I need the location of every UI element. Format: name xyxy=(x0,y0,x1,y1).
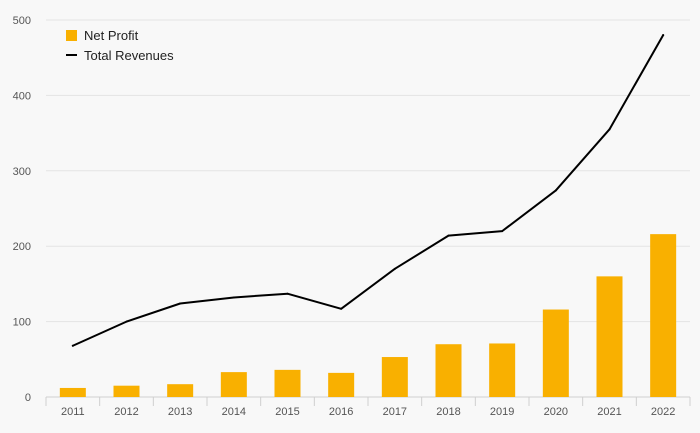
x-tick-label: 2012 xyxy=(114,406,138,418)
x-tick-label: 2019 xyxy=(490,406,514,418)
gridlines xyxy=(46,19,690,398)
line-point-total-revenues xyxy=(179,302,182,305)
line-point-total-revenues xyxy=(554,189,557,192)
bar-net-profit xyxy=(113,385,140,397)
line-point-total-revenues xyxy=(393,267,396,270)
x-tick-label: 2014 xyxy=(222,406,246,418)
bar-net-profit xyxy=(650,234,677,397)
bar-net-profit xyxy=(59,387,86,397)
legend: Net Profit Total Revenues xyxy=(66,28,174,63)
line-series xyxy=(71,34,665,347)
bar-net-profit xyxy=(328,372,355,397)
y-tick-label: 400 xyxy=(13,90,31,102)
x-tick-label: 2021 xyxy=(597,406,621,418)
x-tick-label: 2011 xyxy=(61,406,85,418)
line-point-total-revenues xyxy=(71,344,74,347)
bar-net-profit xyxy=(542,309,569,397)
line-point-total-revenues xyxy=(340,307,343,310)
line-point-total-revenues xyxy=(608,128,611,131)
x-tick-label: 2013 xyxy=(168,406,192,418)
x-tick-label: 2017 xyxy=(383,406,407,418)
x-tick-label: 2016 xyxy=(329,406,353,418)
y-tick-label: 500 xyxy=(13,15,31,27)
bar-net-profit xyxy=(381,357,408,397)
legend-label-net-profit: Net Profit xyxy=(84,28,139,43)
bar-net-profit xyxy=(220,372,247,397)
line-point-total-revenues xyxy=(125,320,128,323)
legend-label-total-revenues: Total Revenues xyxy=(84,48,174,63)
line-point-total-revenues xyxy=(447,234,450,237)
line-point-total-revenues xyxy=(286,292,289,295)
x-tick-label: 2015 xyxy=(275,406,299,418)
x-tick-label: 2020 xyxy=(544,406,568,418)
bar-net-profit xyxy=(274,369,301,397)
line-point-total-revenues xyxy=(662,34,665,37)
y-tick-label: 200 xyxy=(13,241,31,253)
y-tick-label: 0 xyxy=(25,392,31,404)
line-point-total-revenues xyxy=(232,296,235,299)
line-point-total-revenues xyxy=(501,230,504,233)
axes: 0 100 200 300 400 500 2011 2012 2013 2014 2015 2016… xyxy=(13,15,691,418)
bar-series xyxy=(59,234,677,397)
legend-swatch-net-profit xyxy=(66,30,77,41)
x-tick-label: 2018 xyxy=(436,406,460,418)
bar-net-profit xyxy=(489,343,516,397)
bar-net-profit xyxy=(435,344,462,397)
line-total-revenues xyxy=(71,34,665,347)
y-tick-label: 100 xyxy=(13,317,31,329)
y-tick-label: 300 xyxy=(13,166,31,178)
x-tick-label: 2022 xyxy=(651,406,675,418)
bar-net-profit xyxy=(596,276,623,397)
bar-net-profit xyxy=(167,384,194,397)
